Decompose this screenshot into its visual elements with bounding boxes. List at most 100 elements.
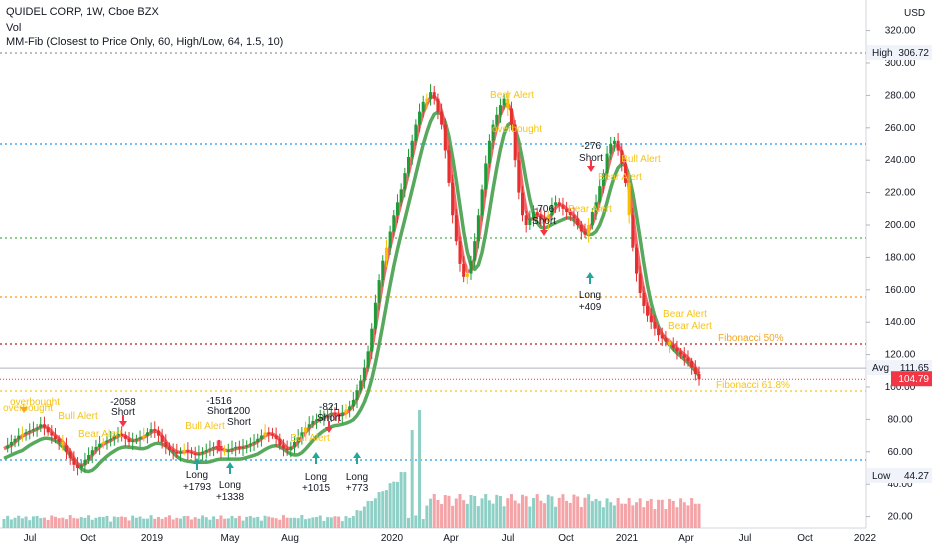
candle-body[interactable] [223,450,227,452]
candle-body[interactable] [587,225,591,235]
candle-body[interactable] [543,218,547,222]
candle-body[interactable] [432,92,436,99]
candle-body[interactable] [436,98,440,112]
candle-body[interactable] [204,450,208,452]
last-price-badge[interactable] [891,371,932,387]
candle-body[interactable] [539,215,543,219]
candle-body[interactable] [528,218,532,225]
candle-body[interactable] [24,432,28,434]
candle-body[interactable] [561,205,565,209]
candle-body[interactable] [17,435,21,439]
candle-body[interactable] [388,231,392,248]
candle-body[interactable] [410,140,414,157]
candle-body[interactable] [572,215,576,219]
candle-body[interactable] [395,202,399,216]
candle-body[interactable] [175,451,179,454]
candle-body[interactable] [274,435,278,439]
candle-body[interactable] [333,412,337,415]
candle-body[interactable] [520,192,524,216]
candle-body[interactable] [484,163,488,190]
candle-body[interactable] [307,424,311,428]
candle-body[interactable] [469,260,473,274]
candle-body[interactable] [532,212,536,219]
candle-body[interactable] [583,231,587,235]
candle-body[interactable] [35,427,39,430]
candle-body[interactable] [487,140,491,164]
candle-body[interactable] [524,215,528,225]
candle-body[interactable] [61,442,65,446]
candle-body[interactable] [502,98,506,106]
candle-body[interactable] [112,435,116,439]
candle-body[interactable] [241,446,245,449]
candle-body[interactable] [697,374,701,380]
candle-body[interactable] [351,399,355,407]
candle-body[interactable] [646,306,650,316]
candle-body[interactable] [76,464,80,468]
candle-body[interactable] [362,367,366,381]
candle-body[interactable] [237,446,241,449]
candle-body[interactable] [550,205,554,216]
candle-body[interactable] [68,451,72,459]
candle-body[interactable] [304,427,308,433]
candle-body[interactable] [425,98,429,102]
candle-body[interactable] [65,445,69,452]
candle-body[interactable] [631,215,635,248]
candle-body[interactable] [653,322,657,329]
candle-body[interactable] [98,443,102,447]
candle-body[interactable] [359,380,363,391]
candle-body[interactable] [182,450,186,452]
candle-body[interactable] [668,341,672,345]
candle-body[interactable] [285,448,289,451]
candle-body[interactable] [406,156,410,174]
candle-body[interactable] [638,273,642,294]
candle-body[interactable] [293,442,297,447]
candle-body[interactable] [657,328,661,336]
candle-body[interactable] [381,260,385,281]
candle-body[interactable] [322,416,326,418]
candle-body[interactable] [270,433,274,436]
candle-body[interactable] [171,450,175,452]
candle-body[interactable] [616,140,620,151]
candle-body[interactable] [28,430,32,433]
candle-body[interactable] [105,440,109,443]
candle-body[interactable] [568,212,572,216]
candle-body[interactable] [278,438,282,446]
candle-body[interactable] [230,448,234,451]
candle-body[interactable] [87,455,91,460]
candle-body[interactable] [576,218,580,225]
candle-body[interactable] [473,241,477,261]
candle-body[interactable] [72,458,76,465]
candle-body[interactable] [660,335,664,339]
candle-body[interactable] [421,101,425,112]
candle-body[interactable] [403,173,407,190]
candle-body[interactable] [458,241,462,264]
candle-body[interactable] [509,108,513,125]
candle-body[interactable] [20,433,24,436]
candle-body[interactable] [664,338,668,342]
candle-body[interactable] [693,367,697,375]
candle-body[interactable] [443,124,447,151]
candle-body[interactable] [212,446,216,449]
candle-body[interactable] [248,443,252,446]
candle-body[interactable] [219,448,223,451]
candle-body[interactable] [101,442,105,444]
candle-body[interactable] [454,215,458,242]
candle-body[interactable] [245,445,249,447]
candle-body[interactable] [506,98,510,109]
candle-body[interactable] [399,189,403,203]
candle-body[interactable] [557,202,561,206]
candle-body[interactable] [259,435,263,439]
candle-body[interactable] [340,412,344,417]
candle-body[interactable] [164,442,168,447]
candle-body[interactable] [315,419,319,422]
candle-body[interactable] [226,450,230,452]
candle-body[interactable] [193,453,197,456]
candle-body[interactable] [6,445,10,449]
candle-body[interactable] [31,429,35,431]
candle-body[interactable] [491,124,495,141]
candle-body[interactable] [623,163,627,183]
candle-body[interactable] [451,182,455,216]
candle-body[interactable] [546,215,550,222]
candle-body[interactable] [131,440,135,443]
candle-body[interactable] [142,435,146,438]
